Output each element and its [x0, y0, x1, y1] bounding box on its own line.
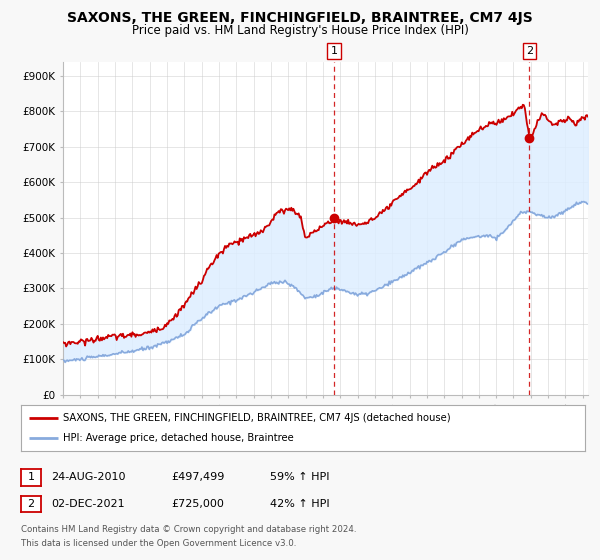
Text: SAXONS, THE GREEN, FINCHINGFIELD, BRAINTREE, CM7 4JS: SAXONS, THE GREEN, FINCHINGFIELD, BRAINT…: [67, 11, 533, 25]
Text: 42% ↑ HPI: 42% ↑ HPI: [270, 499, 329, 509]
Text: £725,000: £725,000: [171, 499, 224, 509]
Text: 2: 2: [526, 46, 533, 56]
Text: Price paid vs. HM Land Registry's House Price Index (HPI): Price paid vs. HM Land Registry's House …: [131, 24, 469, 36]
Text: 24-AUG-2010: 24-AUG-2010: [51, 472, 125, 482]
Text: 1: 1: [28, 472, 34, 482]
Text: This data is licensed under the Open Government Licence v3.0.: This data is licensed under the Open Gov…: [21, 539, 296, 548]
Text: 59% ↑ HPI: 59% ↑ HPI: [270, 472, 329, 482]
Text: 2: 2: [28, 499, 34, 509]
Text: 1: 1: [331, 46, 338, 56]
Text: Contains HM Land Registry data © Crown copyright and database right 2024.: Contains HM Land Registry data © Crown c…: [21, 525, 356, 534]
Text: SAXONS, THE GREEN, FINCHINGFIELD, BRAINTREE, CM7 4JS (detached house): SAXONS, THE GREEN, FINCHINGFIELD, BRAINT…: [64, 413, 451, 423]
Text: 02-DEC-2021: 02-DEC-2021: [51, 499, 125, 509]
Text: £497,499: £497,499: [171, 472, 224, 482]
Text: HPI: Average price, detached house, Braintree: HPI: Average price, detached house, Brai…: [64, 433, 294, 443]
